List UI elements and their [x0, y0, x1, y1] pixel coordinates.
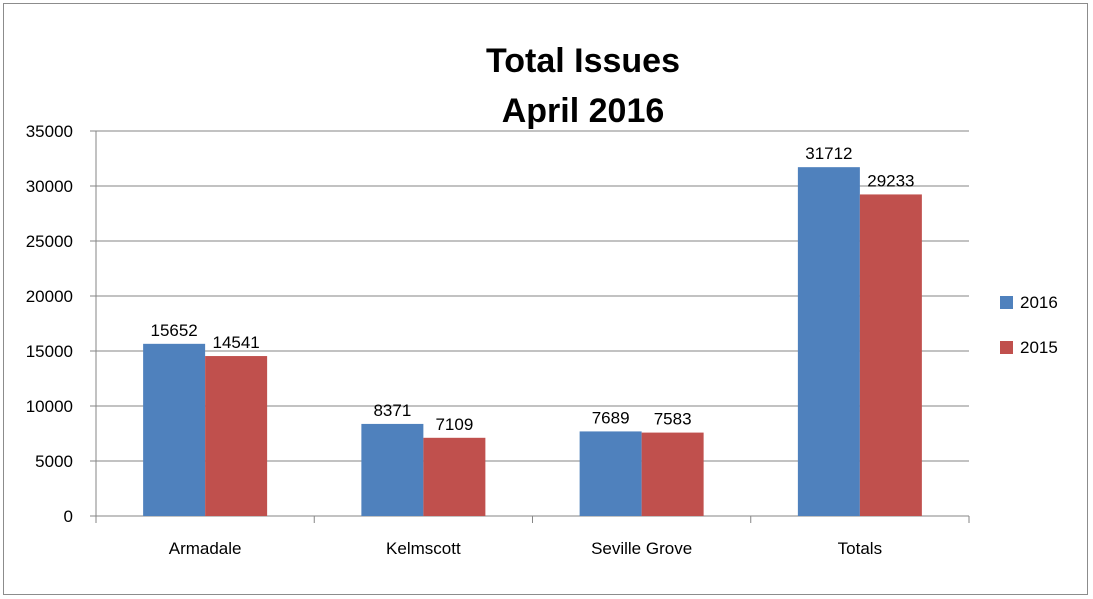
y-tick-label: 30000: [26, 177, 73, 196]
x-category-label: Kelmscott: [386, 539, 461, 558]
data-label: 31712: [805, 144, 852, 163]
axes: 0 5000 10000 15000 20000 25000 30000 35000 Armad…: [26, 122, 970, 558]
legend: 2016 2015: [1000, 293, 1058, 357]
chart-title-line-2: April 2016: [502, 92, 665, 130]
x-category-label: Totals: [838, 539, 882, 558]
legend-swatch-2015: [1000, 341, 1013, 354]
legend-label-2016: 2016: [1020, 293, 1058, 312]
data-label: 14541: [212, 333, 259, 352]
bar-2016-armadale: [143, 343, 206, 516]
x-category-label: Armadale: [169, 539, 242, 558]
data-label: 7689: [592, 408, 630, 427]
legend-label-2015: 2015: [1020, 338, 1058, 357]
data-label: 29233: [867, 171, 914, 190]
bar-2015-kelmscott: [423, 437, 486, 516]
y-tick-label: 20000: [26, 287, 73, 306]
bar-2016-kelmscott: [361, 423, 424, 516]
bar-2016-seville-grove: [579, 431, 642, 516]
bars: [143, 167, 922, 516]
data-label: 7583: [654, 410, 692, 429]
legend-swatch-2016: [1000, 296, 1013, 309]
data-label: 7109: [435, 415, 473, 434]
bar-2015-armadale: [205, 356, 268, 516]
y-tick-label: 35000: [26, 122, 73, 141]
bar-2015-seville-grove: [641, 432, 704, 516]
y-tick-label: 25000: [26, 232, 73, 251]
chart-title-line-1: Total Issues: [486, 42, 680, 80]
y-tick-label: 0: [64, 507, 73, 526]
y-tick-label: 15000: [26, 342, 73, 361]
bar-2016-totals: [797, 167, 860, 516]
y-tick-label: 10000: [26, 397, 73, 416]
y-tick-label: 5000: [35, 452, 73, 471]
x-category-label: Seville Grove: [591, 539, 692, 558]
data-labels: 15652 14541 8371 7109 7689 7583 31712 29233: [150, 144, 914, 434]
data-label: 15652: [150, 321, 197, 340]
data-label: 8371: [373, 401, 411, 420]
bar-2015-totals: [859, 194, 922, 516]
